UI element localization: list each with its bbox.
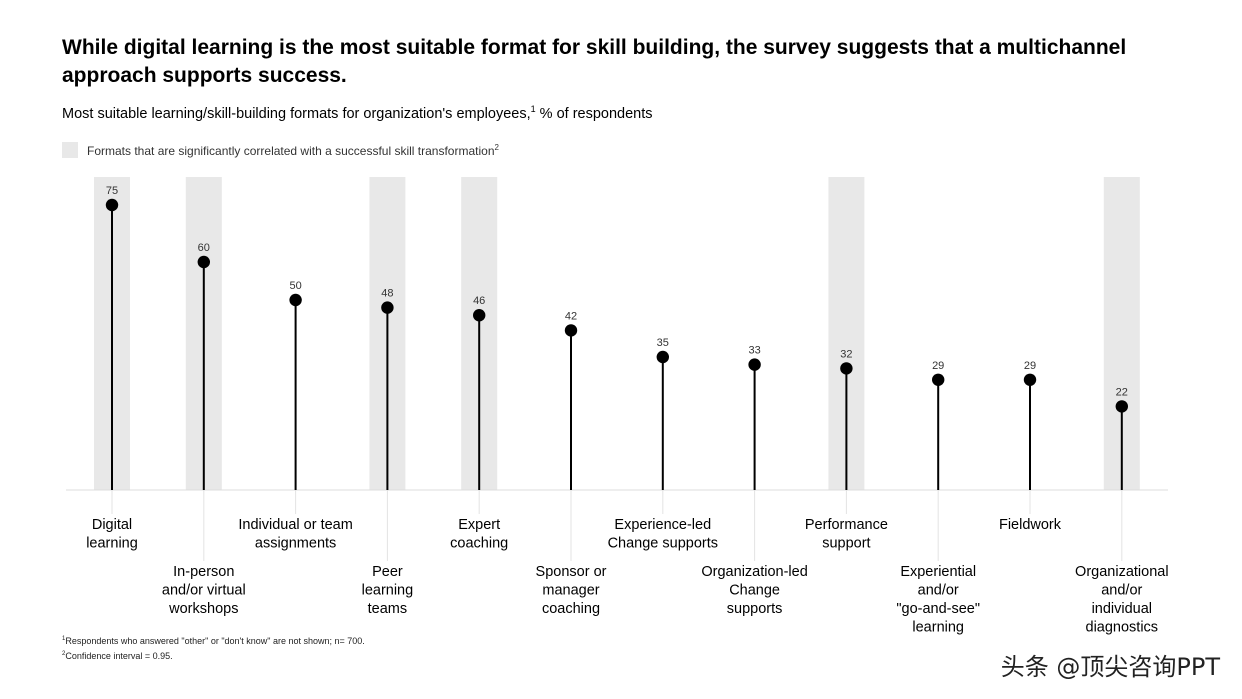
footnote-2-marker: 2 (62, 650, 66, 657)
category-label: Individual or team assignments (238, 517, 352, 552)
lollipop-dot (840, 362, 853, 375)
footnote-1: 1Respondents who answered "other" or "do… (62, 633, 365, 648)
category-label: Sponsor or manager coaching (536, 564, 607, 617)
category-label: Experience-led Change supports (608, 517, 718, 552)
data-label: 35 (657, 337, 669, 349)
legend-swatch (62, 142, 78, 158)
subtitle-unit: % of respondents (535, 105, 653, 122)
legend-text: Formats that are significantly correlate… (87, 143, 495, 158)
subtitle-footnote-ref: 1 (530, 104, 536, 114)
data-label: 33 (748, 345, 760, 357)
subtitle-main: Most suitable learning/skill-building fo… (62, 105, 531, 122)
page-title: While digital learning is the most suita… (62, 36, 1127, 87)
data-label: 60 (198, 242, 210, 254)
category-label: Fieldwork (999, 517, 1062, 533)
footnotes: 1Respondents who answered "other" or "do… (62, 633, 365, 662)
chart-legend: Formats that are significantly correlate… (62, 141, 499, 159)
data-label: 50 (289, 280, 301, 292)
lollipop-dot (197, 255, 210, 269)
lollipop-dot (289, 293, 302, 307)
category-label: Performance support (805, 517, 888, 552)
footnote-1-marker: 1 (62, 636, 66, 642)
data-label: 48 (381, 288, 393, 300)
data-label: 22 (1116, 386, 1128, 398)
category-label: Peer learning teams (362, 564, 414, 617)
lollipop-dot (932, 373, 945, 386)
category-label: Experiential and/or "go-and-see" learning (896, 564, 980, 636)
lollipop-dot (473, 309, 486, 322)
footnote-2-text: Confidence interval = 0.95. (65, 650, 173, 661)
data-label: 42 (565, 310, 577, 322)
lollipop-dot (656, 350, 669, 364)
data-label: 75 (106, 185, 118, 197)
category-label: Digital learning (86, 517, 138, 552)
data-label: 32 (840, 348, 852, 360)
watermark: 头条 @顶尖咨询PPT (1000, 653, 1220, 681)
lollipop-dot (564, 324, 578, 337)
footnote-2: 2Confidence interval = 0.95. (62, 648, 365, 663)
lollipop-dot (105, 198, 119, 212)
lollipop-dot (1115, 400, 1129, 413)
lollipop-dot (381, 301, 394, 314)
lollipop-chart: 75 Digital learning 60 In-person and/or virtu… (66, 177, 1169, 636)
category-label: Expert coaching (450, 517, 508, 552)
category-label: In-person and/or virtual workshops (162, 564, 246, 617)
lollipop-dot (1023, 373, 1037, 386)
footnote-1-text: Respondents who answered "other" or "don… (65, 636, 365, 646)
data-label: 29 (1024, 360, 1036, 372)
chart-subtitle: Most suitable learning/skill-building fo… (62, 104, 653, 122)
lollipop-dot (748, 358, 761, 371)
category-label: Organizational and/or individual diagnostic… (1075, 564, 1169, 636)
category-label: Organization-led Change supports (701, 564, 807, 617)
data-label: 46 (473, 295, 485, 307)
legend-label: Formats that are significantly correlate… (87, 143, 499, 158)
legend-footnote-ref: 2 (494, 142, 499, 152)
data-label: 29 (932, 360, 944, 372)
